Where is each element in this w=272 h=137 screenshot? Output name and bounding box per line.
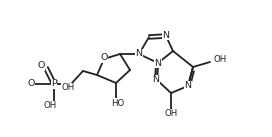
Text: OH: OH [164, 109, 178, 119]
Text: O: O [27, 79, 35, 89]
Text: O: O [27, 79, 35, 89]
Text: O: O [37, 62, 45, 71]
Text: OH: OH [43, 102, 57, 111]
Text: N: N [153, 75, 159, 85]
Text: P: P [51, 79, 57, 89]
Text: N: N [162, 31, 169, 39]
Text: P: P [51, 79, 57, 89]
Text: O: O [100, 54, 108, 62]
Text: OH: OH [61, 83, 74, 92]
Text: HO: HO [111, 99, 125, 108]
Text: N: N [154, 58, 162, 68]
Text: N: N [184, 82, 191, 91]
Text: N: N [135, 49, 143, 58]
Text: OH: OH [214, 55, 227, 65]
